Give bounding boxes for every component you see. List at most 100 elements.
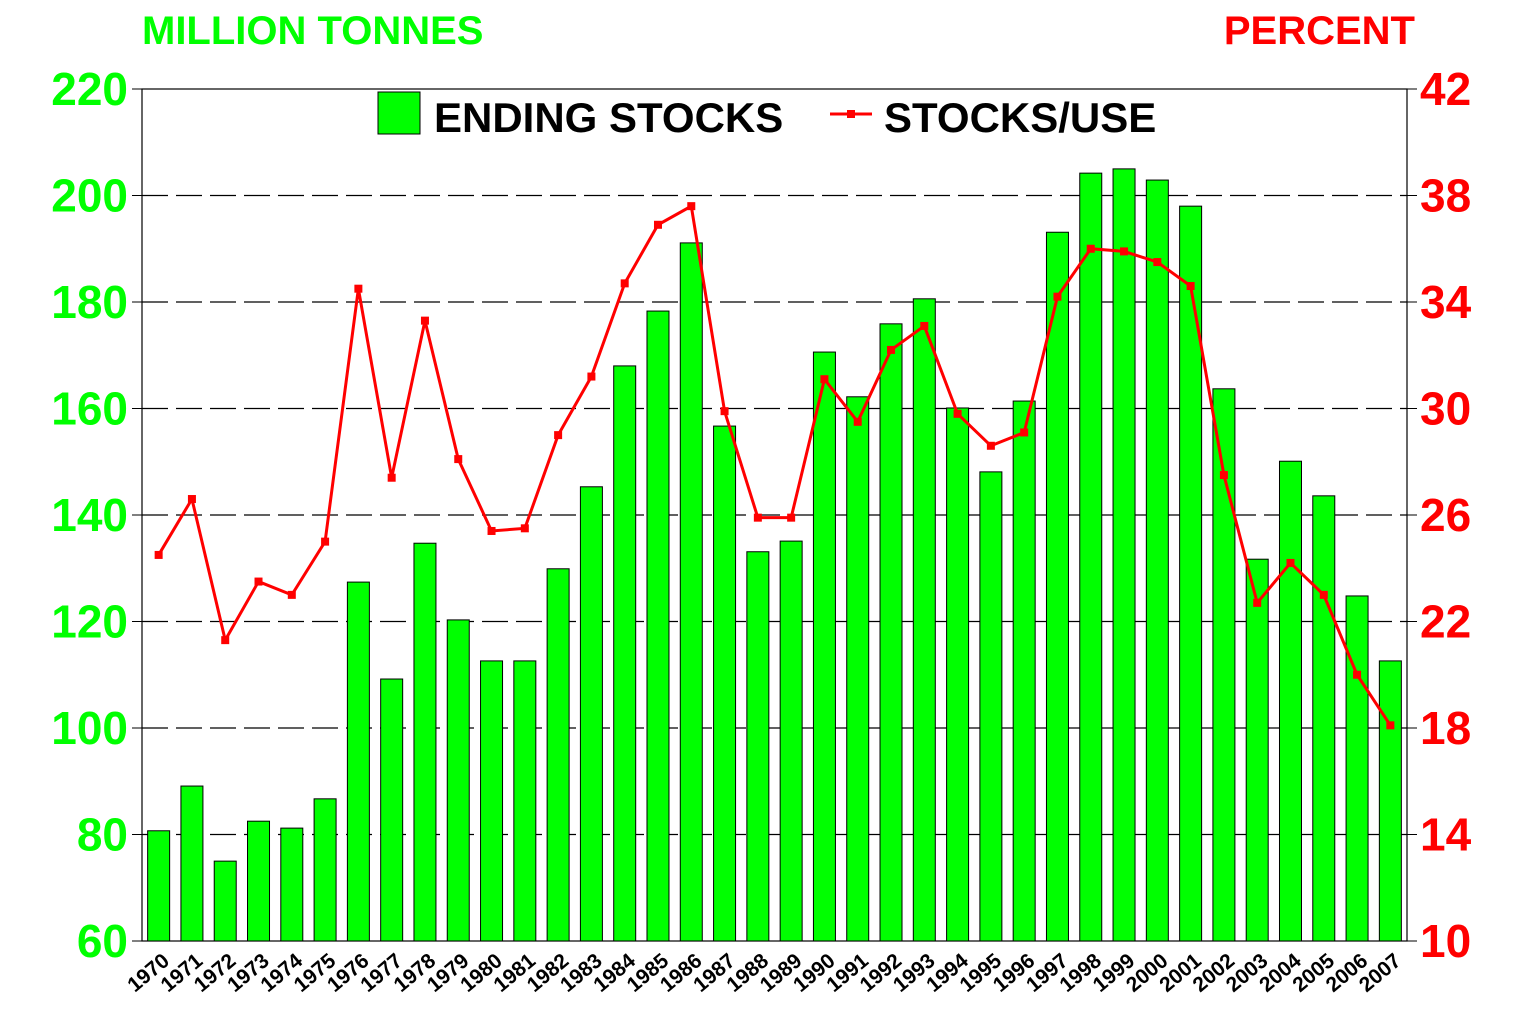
y-tick-label: 160 xyxy=(51,383,128,435)
y-tick-label: 80 xyxy=(77,809,128,861)
line-marker xyxy=(387,473,396,482)
y-tick-label: 120 xyxy=(51,596,128,648)
bar xyxy=(1212,388,1236,942)
bar xyxy=(912,298,936,942)
bar xyxy=(1245,558,1269,942)
bar xyxy=(1112,168,1136,942)
line-marker xyxy=(254,577,263,586)
line-marker xyxy=(620,279,629,288)
bar xyxy=(1278,460,1302,942)
line-marker xyxy=(1386,721,1395,730)
line-marker xyxy=(687,202,696,211)
line-marker xyxy=(321,537,330,546)
bar xyxy=(946,407,970,942)
bar xyxy=(1312,495,1336,942)
bar xyxy=(879,323,903,942)
bar xyxy=(679,242,703,942)
legend-swatch xyxy=(377,91,421,135)
line-marker xyxy=(420,316,429,325)
line-marker xyxy=(1153,258,1162,267)
bar xyxy=(446,619,470,942)
line-marker xyxy=(1086,244,1095,253)
y2-tick-label: 38 xyxy=(1420,170,1471,222)
y2-tick-label: 26 xyxy=(1420,489,1471,541)
bar xyxy=(1079,172,1103,942)
line xyxy=(157,203,1392,727)
bar xyxy=(846,396,870,942)
bar xyxy=(546,568,570,942)
y2-tick-label: 14 xyxy=(1420,809,1472,861)
line-marker xyxy=(1353,670,1362,679)
legend-label: STOCKS/USE xyxy=(884,94,1156,141)
bar xyxy=(1345,595,1369,942)
line-marker xyxy=(354,284,363,293)
y-tick-label: 220 xyxy=(51,63,128,115)
plot-border xyxy=(141,88,1408,942)
line-marker xyxy=(920,321,929,330)
line-marker xyxy=(1120,247,1129,256)
y-tick-label: 60 xyxy=(77,915,128,967)
bar xyxy=(779,540,803,942)
line-marker xyxy=(520,524,529,533)
bar xyxy=(1012,400,1036,942)
y-tick-label: 200 xyxy=(51,170,128,222)
line-marker xyxy=(221,636,230,645)
line-marker xyxy=(1020,428,1029,437)
line-marker xyxy=(720,407,729,416)
bar xyxy=(1045,231,1069,942)
y2-tick-label: 22 xyxy=(1420,596,1471,648)
bar xyxy=(180,785,204,942)
bar xyxy=(579,486,603,942)
line-marker xyxy=(1286,558,1295,567)
line-marker xyxy=(1053,292,1062,301)
bar xyxy=(812,351,836,942)
line-marker xyxy=(1253,598,1262,607)
y2-tick-label: 42 xyxy=(1420,63,1471,115)
legend-label: ENDING STOCKS xyxy=(434,94,783,141)
bar xyxy=(280,827,304,942)
bar xyxy=(746,551,770,942)
bar xyxy=(480,660,504,942)
y-tick-label: 140 xyxy=(51,489,128,541)
bar xyxy=(713,425,737,942)
line-marker xyxy=(487,526,496,535)
line-marker xyxy=(887,345,896,354)
y2-tick-label: 10 xyxy=(1420,915,1471,967)
line-marker xyxy=(287,590,296,599)
bar xyxy=(380,678,404,942)
y-tick-label: 180 xyxy=(51,276,128,328)
line-marker xyxy=(853,417,862,426)
y2-axis-label: PERCENT xyxy=(1224,9,1415,53)
line-marker xyxy=(154,550,163,559)
bar xyxy=(147,830,171,942)
line-marker xyxy=(820,375,829,384)
bar xyxy=(346,581,370,942)
line-marker xyxy=(986,441,995,450)
bar xyxy=(646,310,670,942)
bar xyxy=(1179,205,1203,942)
line-marker xyxy=(953,409,962,418)
bar xyxy=(213,860,237,942)
y-axis-label: MILLION TONNES xyxy=(142,9,483,53)
bar xyxy=(979,471,1003,942)
bar xyxy=(513,660,537,942)
line-marker xyxy=(187,495,196,504)
line-marker xyxy=(653,220,662,229)
bar xyxy=(247,820,271,942)
line-marker xyxy=(753,513,762,522)
line-marker xyxy=(1186,282,1195,291)
bar xyxy=(1378,660,1402,942)
legend-marker xyxy=(847,110,855,118)
line-marker xyxy=(1319,590,1328,599)
line-marker xyxy=(554,431,563,440)
bar xyxy=(313,798,337,942)
bar xyxy=(613,365,637,942)
y2-tick-label: 30 xyxy=(1420,383,1471,435)
bar xyxy=(413,542,437,942)
line-marker xyxy=(587,372,596,381)
y2-tick-label: 18 xyxy=(1420,702,1471,754)
line-marker xyxy=(1219,471,1228,480)
line-marker xyxy=(787,513,796,522)
y2-tick-label: 34 xyxy=(1420,276,1472,328)
